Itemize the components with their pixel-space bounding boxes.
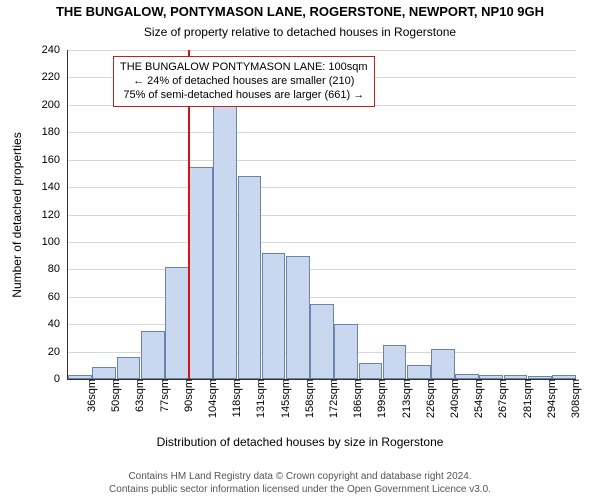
y-tick-label: 60 <box>48 291 68 303</box>
histogram-bar <box>165 267 189 379</box>
x-tick-label: 199sqm <box>370 379 388 418</box>
y-tick-label: 220 <box>42 71 68 83</box>
y-tick-label: 140 <box>42 181 68 193</box>
histogram-bar <box>213 95 237 379</box>
histogram-bar <box>431 349 455 379</box>
x-tick-label: 118sqm <box>225 379 243 417</box>
y-tick-label: 0 <box>54 373 68 385</box>
histogram-bar <box>262 253 286 379</box>
y-tick-label: 200 <box>42 99 68 111</box>
x-tick-label: 104sqm <box>201 379 219 418</box>
x-tick-label: 77sqm <box>153 379 171 412</box>
y-axis-label: Number of detached properties <box>10 132 24 297</box>
chart-root: THE BUNGALOW, PONTYMASON LANE, ROGERSTON… <box>0 0 600 500</box>
chart-title: THE BUNGALOW, PONTYMASON LANE, ROGERSTON… <box>0 4 600 19</box>
x-tick-label: 50sqm <box>104 379 122 412</box>
y-tick-label: 40 <box>48 318 68 330</box>
x-tick-label: 172sqm <box>322 379 340 418</box>
y-tick-label: 20 <box>48 346 68 358</box>
histogram-bar <box>310 304 334 379</box>
y-tick-label: 100 <box>42 236 68 248</box>
x-tick-label: 294sqm <box>540 379 558 418</box>
annotation-line: ← 24% of detached houses are smaller (21… <box>120 75 368 89</box>
gridline-h <box>68 215 576 216</box>
x-tick-label: 131sqm <box>249 379 267 418</box>
y-tick-label: 80 <box>48 263 68 275</box>
x-tick-label: 267sqm <box>491 379 509 418</box>
histogram-bar <box>189 167 213 379</box>
gridline-h <box>68 50 576 51</box>
gridline-h <box>68 132 576 133</box>
x-tick-label: 240sqm <box>443 379 461 418</box>
y-tick-label: 180 <box>42 126 68 138</box>
annotation-line: THE BUNGALOW PONTYMASON LANE: 100sqm <box>120 61 368 75</box>
gridline-h <box>68 269 576 270</box>
histogram-bar <box>407 365 431 379</box>
footer: Contains HM Land Registry data © Crown c… <box>0 471 600 496</box>
x-tick-label: 90sqm <box>177 379 195 412</box>
gridline-h <box>68 187 576 188</box>
y-tick-label: 160 <box>42 154 68 166</box>
annotation-box: THE BUNGALOW PONTYMASON LANE: 100sqm ← 2… <box>113 56 375 107</box>
y-tick-label: 240 <box>42 44 68 56</box>
x-tick-label: 145sqm <box>274 379 292 418</box>
x-tick-label: 186sqm <box>346 379 364 418</box>
histogram-bar <box>92 367 116 379</box>
histogram-bar <box>141 331 165 379</box>
x-tick-label: 308sqm <box>564 379 582 418</box>
histogram-bar <box>334 324 358 379</box>
x-axis-label: Distribution of detached houses by size … <box>0 435 600 449</box>
footer-line: Contains public sector information licen… <box>0 484 600 497</box>
footer-line: Contains HM Land Registry data © Crown c… <box>0 471 600 484</box>
x-tick-label: 254sqm <box>467 379 485 418</box>
x-tick-label: 158sqm <box>298 379 316 418</box>
histogram-bar <box>238 176 262 379</box>
x-tick-label: 226sqm <box>419 379 437 418</box>
histogram-bar <box>286 256 310 379</box>
annotation-line: 75% of semi-detached houses are larger (… <box>120 89 368 103</box>
histogram-bar <box>117 357 141 379</box>
histogram-bar <box>383 345 407 379</box>
histogram-bar <box>359 363 383 379</box>
gridline-h <box>68 160 576 161</box>
x-tick-label: 281sqm <box>516 379 534 418</box>
y-tick-label: 120 <box>42 209 68 221</box>
x-tick-label: 213sqm <box>395 379 413 418</box>
gridline-h <box>68 297 576 298</box>
gridline-h <box>68 242 576 243</box>
x-tick-label: 63sqm <box>128 379 146 412</box>
x-tick-label: 36sqm <box>80 379 98 412</box>
chart-subtitle: Size of property relative to detached ho… <box>0 25 600 39</box>
